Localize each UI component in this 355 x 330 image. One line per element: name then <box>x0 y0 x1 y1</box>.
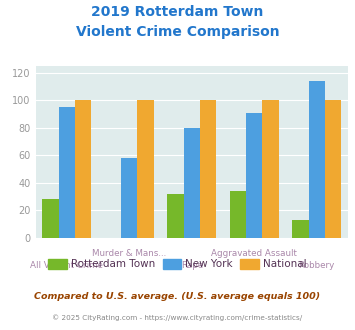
Bar <box>121 158 137 238</box>
Bar <box>184 128 200 238</box>
Text: 2019 Rotterdam Town: 2019 Rotterdam Town <box>91 5 264 19</box>
Bar <box>230 191 246 238</box>
Text: Robbery: Robbery <box>299 261 335 270</box>
Bar <box>262 100 279 238</box>
Bar <box>167 194 184 238</box>
Text: Violent Crime Comparison: Violent Crime Comparison <box>76 25 279 39</box>
Text: Aggravated Assault: Aggravated Assault <box>211 249 297 258</box>
Bar <box>308 81 325 238</box>
Bar <box>292 220 308 238</box>
Bar <box>59 107 75 238</box>
Text: All Violent Crime: All Violent Crime <box>30 261 103 270</box>
Bar <box>246 113 262 238</box>
Bar <box>325 100 341 238</box>
Text: © 2025 CityRating.com - https://www.cityrating.com/crime-statistics/: © 2025 CityRating.com - https://www.city… <box>53 314 302 321</box>
Text: Rape: Rape <box>181 261 203 270</box>
Legend: Rotterdam Town, New York, National: Rotterdam Town, New York, National <box>44 255 311 274</box>
Text: Murder & Mans...: Murder & Mans... <box>92 249 166 258</box>
Bar <box>200 100 216 238</box>
Text: Compared to U.S. average. (U.S. average equals 100): Compared to U.S. average. (U.S. average … <box>34 292 321 301</box>
Bar <box>42 199 59 238</box>
Bar <box>75 100 91 238</box>
Bar <box>137 100 154 238</box>
